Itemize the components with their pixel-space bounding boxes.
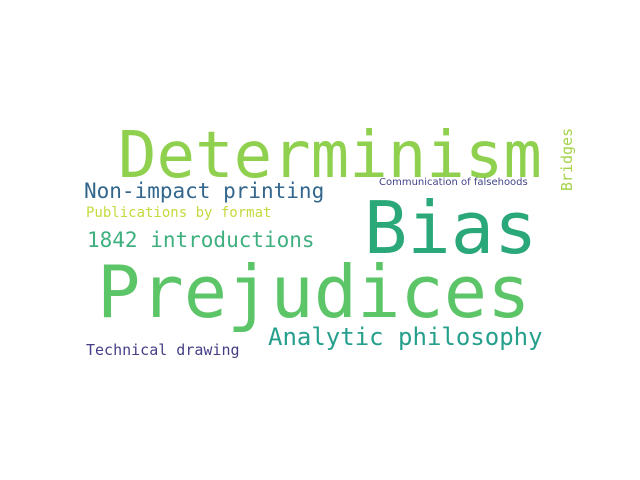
word-bias: Bias: [364, 186, 538, 270]
word-communication-of-falsehoods: Communication of falsehoods: [379, 177, 528, 188]
word-1842-introductions: 1842 introductions: [87, 228, 315, 252]
word-analytic-philosophy: Analytic philosophy: [268, 323, 543, 351]
word-determinism: Determinism: [118, 119, 542, 193]
word-bridges: Bridges: [558, 127, 577, 192]
word-prejudices: Prejudices: [97, 250, 531, 334]
word-technical-drawing: Technical drawing: [86, 341, 240, 359]
word-non-impact-printing: Non-impact printing: [84, 179, 325, 203]
word-publications-by-format: Publications by format: [86, 205, 272, 221]
